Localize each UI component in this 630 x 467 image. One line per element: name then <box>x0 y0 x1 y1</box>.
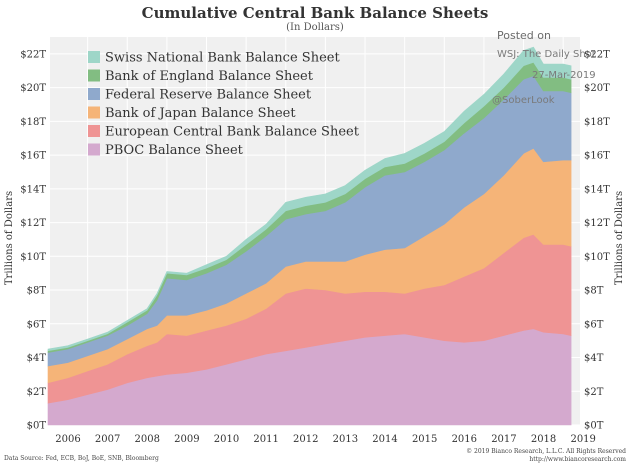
x-tick-label: 2019 <box>570 434 595 445</box>
legend-swatch <box>88 125 100 137</box>
y-axis-right: $0T $2T $4T $6T $8T $10T $12T $14T $16T $18T $20T $… <box>584 49 610 431</box>
legend-label: Bank of Japan Balance Sheet <box>105 106 296 121</box>
x-tick-label: 2015 <box>412 434 437 445</box>
x-tick-label: 2013 <box>333 434 358 445</box>
y-tick-label-left: $2T <box>27 387 47 398</box>
legend-label: European Central Bank Balance Sheet <box>105 125 360 140</box>
legend-label: Federal Reserve Balance Sheet <box>105 88 312 103</box>
x-tick-label: 2008 <box>135 434 160 445</box>
y-tick-label-left: $20T <box>20 83 46 94</box>
watermark-handle: @SoberLook <box>492 95 555 106</box>
watermark-posted-on: Posted on <box>497 29 551 42</box>
stacked-areas <box>47 46 572 426</box>
y-tick-label-left: $8T <box>27 286 47 297</box>
y-tick-label-right: $6T <box>584 319 604 330</box>
legend-swatch <box>88 106 100 119</box>
y-tick-label-left: $12T <box>20 218 46 229</box>
chart-subtitle: (In Dollars) <box>286 22 344 33</box>
y-tick-label-right: $22T <box>584 49 610 60</box>
x-tick-label: 2009 <box>174 434 199 445</box>
x-tick-label: 2010 <box>214 434 239 445</box>
x-tick-label: 2006 <box>55 434 80 445</box>
y-tick-label-left: $14T <box>20 184 46 195</box>
y-tick-label-left: $16T <box>20 151 46 162</box>
y-tick-label-right: $20T <box>584 83 610 94</box>
y-tick-label-right: $0T <box>584 421 604 432</box>
legend-swatch <box>88 143 100 156</box>
y-tick-label-left: $6T <box>27 319 47 330</box>
x-tick-label: 2018 <box>531 434 556 445</box>
x-tick-label: 2016 <box>452 434 477 445</box>
x-tick-label: 2007 <box>95 434 120 445</box>
legend-swatch <box>88 51 100 63</box>
y-tick-label-right: $18T <box>584 117 610 128</box>
legend-label: PBOC Balance Sheet <box>105 143 244 158</box>
x-tick-label: 2012 <box>293 434 318 445</box>
x-axis: 2006 2007 2008 2009 2010 2011 2012 2013 2014 2015… <box>55 434 596 445</box>
y-tick-label-left: $22T <box>20 49 46 60</box>
y-tick-label-left: $4T <box>27 353 47 364</box>
copyright: © 2019 Bianco Research, L.L.C. All Right… <box>466 448 626 455</box>
legend: Swiss National Bank Balance Sheet Bank of… <box>88 51 360 158</box>
area-swiss-national-bank-balance-sheet <box>47 46 572 352</box>
y-tick-label-right: $2T <box>584 387 604 398</box>
chart-title: Cumulative Central Bank Balance Sheets <box>142 4 489 22</box>
y-axis-label-right: Trillions of Dollars <box>614 191 625 285</box>
watermark-date: 27-Mar-2019 <box>532 70 596 81</box>
y-tick-label-right: $12T <box>584 218 610 229</box>
y-axis-left: $0T $2T $4T $6T $8T $10T $12T $14T $16T $18T $20T $… <box>20 49 46 431</box>
y-tick-label-right: $4T <box>584 353 604 364</box>
y-tick-label-right: $14T <box>584 184 610 195</box>
y-tick-label-left: $0T <box>27 421 47 432</box>
legend-label: Swiss National Bank Balance Sheet <box>105 51 340 66</box>
legend-swatch <box>88 88 100 100</box>
y-tick-label-right: $8T <box>584 286 604 297</box>
y-tick-label-right: $10T <box>584 252 610 263</box>
x-tick-label: 2014 <box>372 434 397 445</box>
x-tick-label: 2017 <box>491 434 516 445</box>
y-tick-label-left: $10T <box>20 252 46 263</box>
legend-swatch <box>88 69 100 82</box>
x-tick-label: 2011 <box>253 434 278 445</box>
data-source: Data Source: Fed, ECB, BoJ, BoE, SNB, Bl… <box>4 455 159 462</box>
website: http://www.biancoresearch.com <box>529 456 626 463</box>
legend-label: Bank of England Balance Sheet <box>105 69 314 84</box>
y-tick-label-left: $18T <box>20 117 46 128</box>
watermark-source: WSJ: The Daily Shot <box>497 49 596 60</box>
y-axis-label-left: Trillions of Dollars <box>4 191 15 285</box>
y-tick-label-right: $16T <box>584 151 610 162</box>
